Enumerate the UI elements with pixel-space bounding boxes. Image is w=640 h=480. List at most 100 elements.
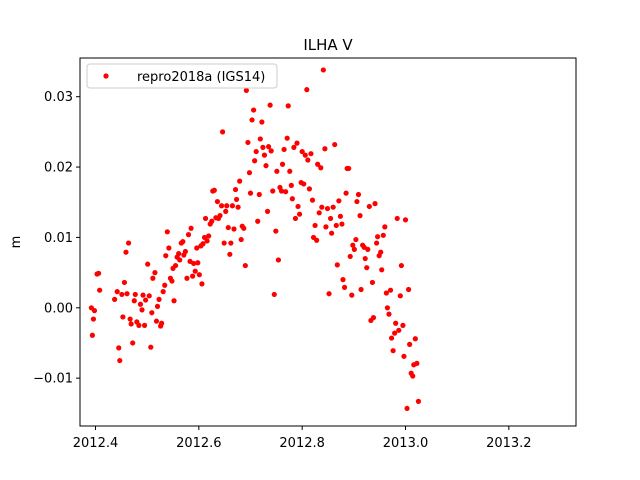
data-point bbox=[120, 314, 126, 320]
y-axis: −0.01 0.00 0.01 0.02 0.03 bbox=[33, 90, 80, 387]
y-tick-label: 0.01 bbox=[44, 231, 73, 246]
data-point bbox=[223, 208, 229, 214]
data-point bbox=[176, 251, 182, 257]
data-point bbox=[251, 107, 257, 113]
data-point bbox=[123, 249, 129, 255]
data-point bbox=[238, 236, 244, 243]
data-point bbox=[150, 275, 156, 281]
data-point bbox=[172, 262, 179, 269]
data-point bbox=[404, 405, 410, 412]
data-point bbox=[260, 144, 266, 150]
data-point bbox=[373, 240, 380, 246]
data-point bbox=[211, 187, 217, 193]
data-point bbox=[278, 188, 285, 194]
legend-label: repro2018a (IGS14) bbox=[137, 70, 265, 85]
data-point bbox=[357, 213, 363, 219]
data-point bbox=[364, 265, 370, 271]
data-point bbox=[152, 270, 158, 276]
data-point bbox=[130, 340, 136, 346]
legend-marker bbox=[103, 73, 109, 79]
data-point bbox=[343, 190, 349, 196]
data-point bbox=[192, 268, 198, 274]
data-point bbox=[233, 196, 240, 203]
data-point bbox=[166, 245, 172, 251]
data-point bbox=[185, 232, 192, 238]
data-point bbox=[200, 241, 206, 247]
data-point bbox=[390, 348, 396, 354]
y-tick-label: 0.03 bbox=[44, 90, 73, 105]
data-point bbox=[231, 226, 237, 232]
data-point bbox=[263, 163, 269, 169]
data-point bbox=[285, 103, 291, 109]
data-point bbox=[304, 87, 310, 93]
data-point bbox=[127, 316, 133, 322]
data-point bbox=[320, 67, 326, 73]
data-point bbox=[225, 224, 231, 231]
data-point bbox=[164, 229, 170, 235]
data-point bbox=[387, 287, 394, 293]
data-point bbox=[378, 249, 384, 255]
data-point bbox=[291, 144, 297, 150]
data-point bbox=[252, 158, 258, 164]
data-point bbox=[163, 253, 169, 259]
data-point bbox=[249, 117, 255, 123]
data-point bbox=[145, 261, 151, 267]
data-point bbox=[386, 311, 392, 317]
data-point bbox=[190, 273, 196, 279]
data-point bbox=[334, 262, 340, 268]
data-point bbox=[316, 210, 322, 216]
data-point bbox=[90, 316, 97, 322]
data-point bbox=[287, 168, 293, 174]
data-point bbox=[209, 218, 215, 224]
data-point bbox=[177, 257, 183, 263]
data-point bbox=[247, 190, 254, 196]
y-tick-label: 0.02 bbox=[44, 161, 73, 176]
legend: repro2018a (IGS14) bbox=[86, 63, 278, 89]
plot-points bbox=[88, 67, 422, 412]
data-point bbox=[188, 225, 194, 231]
data-point bbox=[295, 203, 301, 210]
data-point bbox=[241, 225, 247, 231]
data-point bbox=[275, 257, 281, 263]
data-point bbox=[96, 270, 102, 276]
data-point bbox=[414, 360, 420, 366]
data-point bbox=[199, 281, 205, 287]
data-point bbox=[259, 119, 265, 125]
data-point bbox=[256, 191, 262, 198]
data-point bbox=[140, 292, 146, 298]
data-point bbox=[401, 353, 407, 359]
y-axis-label: m bbox=[9, 236, 24, 249]
data-point bbox=[136, 322, 142, 328]
data-point bbox=[261, 152, 268, 158]
data-point bbox=[396, 327, 402, 333]
data-point bbox=[312, 222, 318, 229]
chart-title: ILHA V bbox=[303, 36, 353, 54]
y-tick-label: −0.01 bbox=[33, 372, 73, 387]
data-point bbox=[253, 148, 259, 155]
data-point bbox=[156, 296, 162, 302]
data-point bbox=[245, 139, 251, 146]
data-point bbox=[347, 253, 353, 260]
data-point bbox=[143, 297, 149, 303]
data-point bbox=[388, 335, 395, 341]
data-point bbox=[337, 213, 343, 219]
data-point bbox=[358, 286, 364, 293]
data-point bbox=[392, 330, 398, 336]
data-point bbox=[228, 240, 234, 246]
data-point bbox=[220, 129, 226, 135]
data-point bbox=[354, 198, 360, 205]
data-point bbox=[406, 286, 412, 293]
data-point bbox=[112, 296, 118, 302]
data-point bbox=[264, 208, 271, 214]
data-point bbox=[400, 322, 406, 328]
data-point bbox=[372, 201, 378, 207]
data-point bbox=[410, 373, 416, 379]
data-point bbox=[128, 321, 134, 327]
data-point bbox=[314, 237, 320, 243]
data-point bbox=[89, 332, 95, 338]
data-point bbox=[153, 318, 160, 324]
data-point bbox=[384, 305, 391, 311]
data-point bbox=[398, 262, 404, 269]
data-point bbox=[243, 87, 249, 93]
